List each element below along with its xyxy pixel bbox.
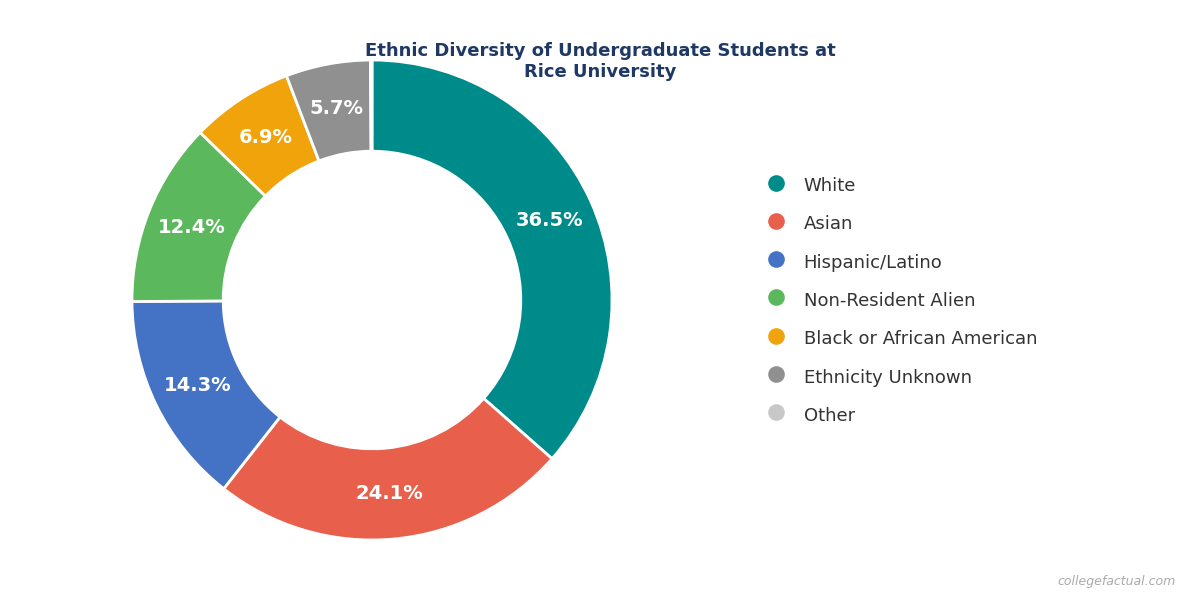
Text: 36.5%: 36.5% (515, 211, 583, 230)
Wedge shape (371, 60, 372, 151)
Wedge shape (287, 60, 371, 161)
Wedge shape (132, 133, 265, 302)
Text: 6.9%: 6.9% (239, 128, 293, 147)
Text: 24.1%: 24.1% (356, 484, 424, 503)
Text: collegefactual.com: collegefactual.com (1057, 575, 1176, 588)
Wedge shape (223, 398, 552, 540)
Wedge shape (200, 76, 319, 196)
Text: 12.4%: 12.4% (158, 218, 226, 237)
Text: 5.7%: 5.7% (310, 100, 364, 118)
Wedge shape (372, 60, 612, 459)
Text: 14.3%: 14.3% (163, 376, 232, 395)
Legend: White, Asian, Hispanic/Latino, Non-Resident Alien, Black or African American, Et: White, Asian, Hispanic/Latino, Non-Resid… (754, 165, 1046, 435)
Wedge shape (132, 301, 280, 489)
Text: Ethnic Diversity of Undergraduate Students at
Rice University: Ethnic Diversity of Undergraduate Studen… (365, 42, 835, 81)
